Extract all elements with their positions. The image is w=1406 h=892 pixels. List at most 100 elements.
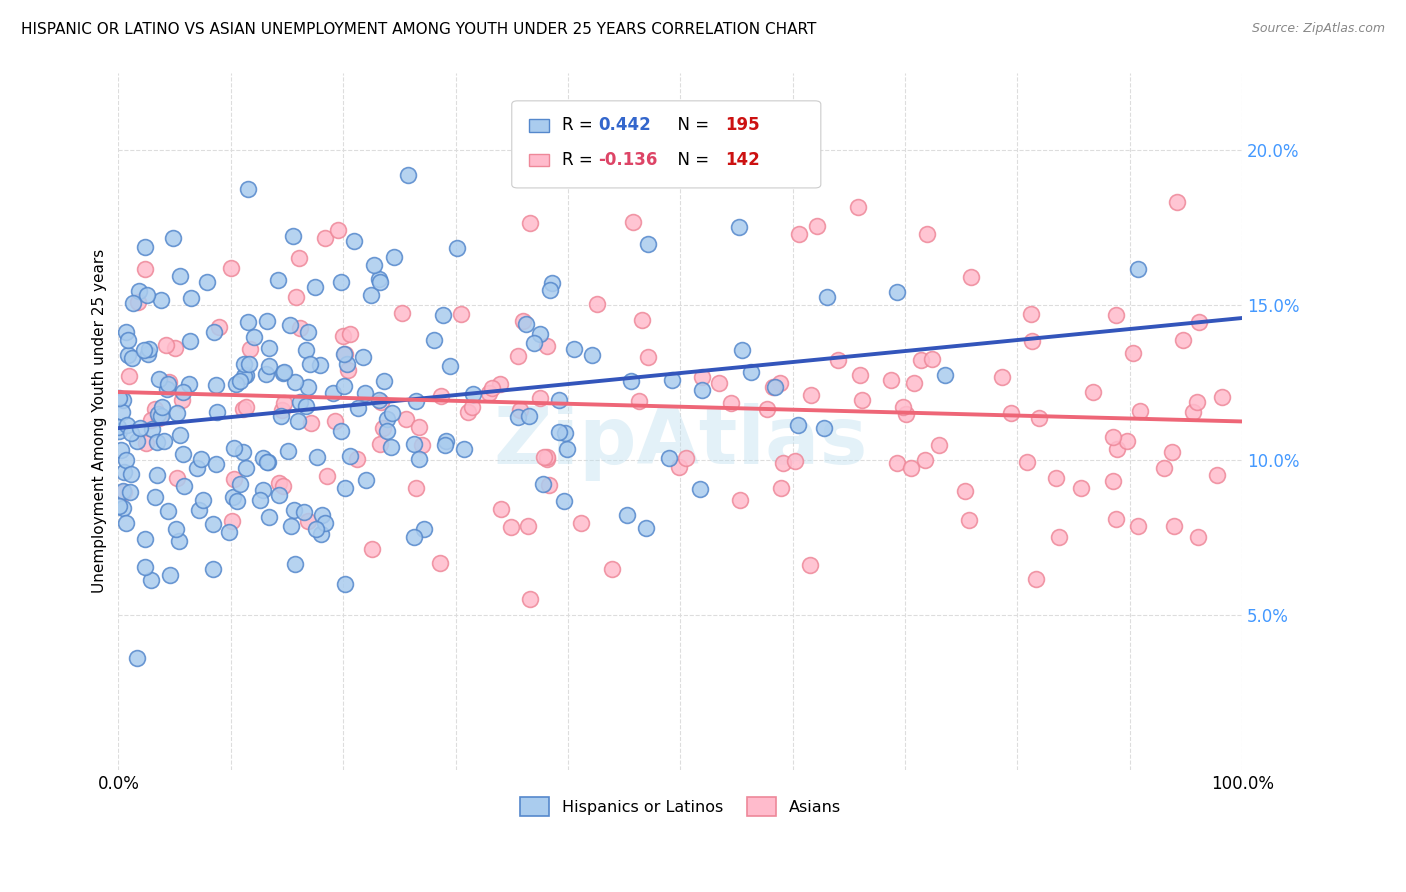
Point [346, 452, 368, 467]
Point [330, 425, 353, 439]
Point [756, 402, 779, 417]
Point [284, 557, 307, 571]
Point [1021, 334, 1043, 348]
Point [382, 250, 405, 264]
Point [368, 271, 391, 285]
Point [256, 455, 278, 469]
Point [288, 251, 311, 265]
Point [148, 407, 170, 421]
Point [270, 403, 292, 417]
Point [515, 317, 537, 331]
Point [1211, 390, 1233, 404]
Point [720, 396, 742, 410]
Point [423, 333, 446, 347]
Point [191, 493, 214, 508]
Point [536, 451, 558, 466]
Point [173, 479, 195, 493]
Point [800, 388, 823, 402]
Point [207, 405, 229, 419]
Point [600, 562, 623, 576]
Point [339, 326, 361, 341]
Point [553, 494, 575, 508]
Point [616, 508, 638, 522]
Point [880, 373, 903, 387]
Point [288, 321, 311, 335]
Point [675, 450, 697, 465]
Point [728, 219, 751, 234]
Point [238, 343, 260, 357]
Point [125, 434, 148, 449]
Point [257, 455, 280, 469]
Point [783, 454, 806, 468]
Point [205, 377, 228, 392]
Point [921, 351, 943, 366]
Point [517, 409, 540, 423]
Point [402, 530, 425, 544]
Point [373, 375, 395, 389]
Point [1163, 518, 1185, 533]
Point [288, 394, 311, 409]
Point [134, 532, 156, 546]
Point [569, 516, 592, 530]
Point [297, 514, 319, 528]
Point [235, 460, 257, 475]
Text: Source: ZipAtlas.com: Source: ZipAtlas.com [1251, 22, 1385, 36]
Point [548, 425, 571, 439]
Point [332, 347, 354, 361]
Point [287, 414, 309, 428]
Point [787, 227, 810, 242]
Point [202, 516, 225, 531]
Point [1081, 385, 1104, 400]
Point [128, 421, 150, 435]
Point [155, 338, 177, 352]
Point [135, 288, 157, 302]
Point [238, 357, 260, 371]
Point [112, 392, 135, 407]
Point [1188, 315, 1211, 329]
Point [337, 363, 360, 377]
Point [529, 391, 551, 405]
Point [152, 434, 174, 448]
Point [277, 444, 299, 458]
Point [634, 521, 657, 535]
Point [179, 334, 201, 348]
Point [799, 558, 821, 572]
Point [508, 409, 530, 424]
Point [328, 223, 350, 237]
Point [658, 450, 681, 465]
Point [1070, 481, 1092, 495]
Point [769, 376, 792, 391]
Point [205, 457, 228, 471]
Point [134, 261, 156, 276]
Point [304, 279, 326, 293]
Text: 195: 195 [725, 116, 759, 134]
Text: N =: N = [666, 116, 714, 134]
Point [298, 357, 321, 371]
Point [405, 482, 427, 496]
Point [157, 375, 180, 389]
Point [146, 467, 169, 482]
FancyBboxPatch shape [529, 119, 548, 131]
Point [391, 306, 413, 320]
Point [333, 346, 356, 360]
Point [1122, 346, 1144, 360]
Point [637, 351, 659, 365]
Point [461, 387, 484, 401]
Point [886, 456, 908, 470]
Point [330, 276, 353, 290]
Point [115, 418, 138, 433]
Point [150, 400, 173, 414]
Point [297, 380, 319, 394]
Point [461, 400, 484, 414]
Point [297, 325, 319, 339]
Point [1104, 308, 1126, 322]
Legend: Hispanics or Latinos, Asians: Hispanics or Latinos, Asians [512, 789, 849, 824]
Point [851, 392, 873, 407]
Point [273, 395, 295, 409]
Text: R =: R = [562, 116, 599, 134]
Point [115, 453, 138, 467]
Text: R =: R = [562, 151, 599, 169]
Point [128, 284, 150, 298]
Point [523, 335, 546, 350]
Point [177, 376, 200, 391]
